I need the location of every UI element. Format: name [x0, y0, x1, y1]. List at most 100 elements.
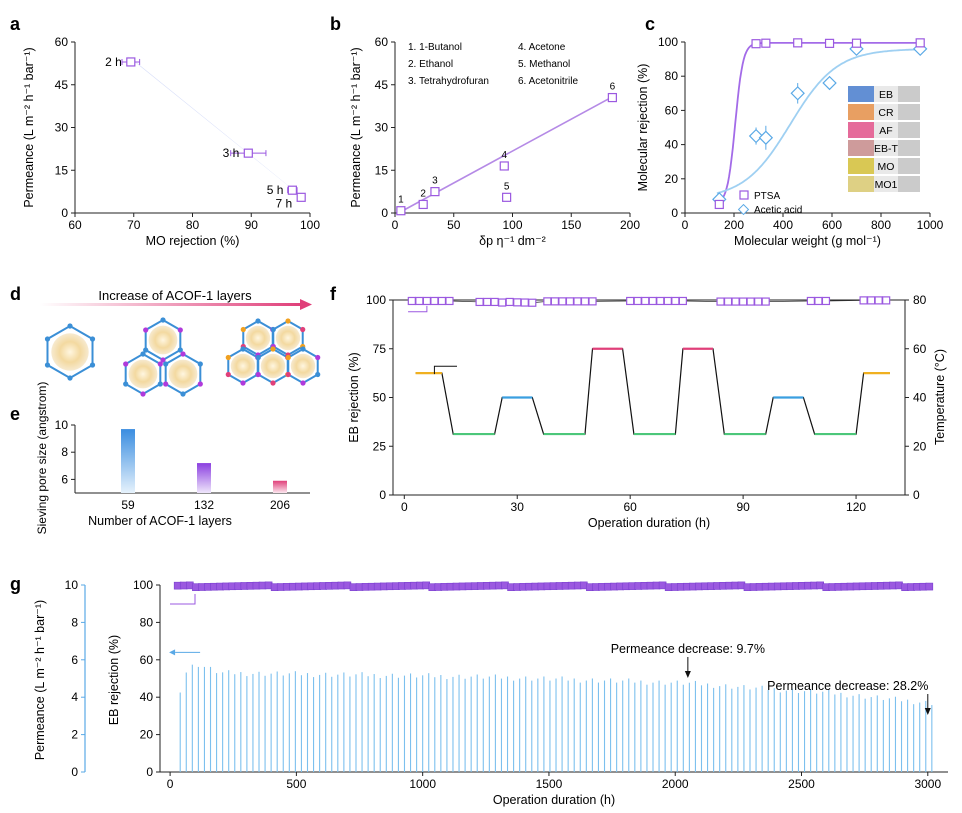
y2-tick-label: 4: [71, 690, 78, 704]
y-tick-label: 80: [140, 615, 154, 629]
node: [67, 323, 73, 329]
node: [160, 357, 166, 363]
node: [285, 354, 291, 361]
annotation-arrowhead: [924, 708, 931, 715]
y-axis-title: Permeance (L m⁻² h⁻¹ bar⁻¹): [22, 47, 36, 207]
point-label: 4: [501, 150, 507, 161]
chart-a: 60 70 80 90 100 0 15 30 45 60 MO rejection (%) Perm…: [22, 35, 320, 248]
y-tick-label: 30: [55, 121, 69, 135]
acetic-acid-curve: [716, 48, 921, 195]
node: [300, 326, 306, 333]
rejection-point: [573, 297, 582, 306]
legend-entry: 3. Tetrahydrofuran: [408, 76, 489, 87]
y-tick-label: 0: [671, 206, 678, 220]
acetic-acid-point: [822, 75, 837, 91]
pore: [168, 359, 198, 389]
x-tick-label: 1500: [536, 777, 563, 791]
ptsa-point: [793, 38, 803, 48]
node: [157, 381, 163, 387]
chart-c: 0 200 400 600 800 1000 0 20 40 60 80 100 Molecular w…: [636, 35, 944, 248]
ptsa-point: [915, 38, 925, 48]
annotation-text: Permeance decrease: 9.7%: [611, 642, 765, 656]
rejection-point: [558, 297, 567, 306]
y-tick-label: 60: [55, 35, 69, 49]
node: [163, 381, 169, 387]
x-tick-label: 500: [286, 777, 306, 791]
rejection-point: [867, 296, 876, 305]
x-tick-label: 80: [186, 218, 200, 232]
y-tick-label: 75: [373, 342, 387, 356]
inset-swatch: [848, 86, 874, 102]
y-tick-label: 15: [375, 163, 389, 177]
y-tick-label: 45: [375, 78, 389, 92]
legend-entry: 2. Ethanol: [408, 59, 453, 70]
inset-permeate-swatch: [898, 176, 920, 192]
right-axis-indicator: [433, 365, 457, 375]
rejection-point: [543, 297, 552, 306]
y2-axis-title: Temperature (°C): [933, 349, 947, 445]
increase-layers-label: Increase of ACOF-1 layers: [98, 288, 252, 303]
x-tick-label: 70: [127, 218, 141, 232]
node: [255, 354, 261, 361]
bar: [273, 480, 287, 493]
panel-d-illustration: Increase of ACOF-1 layers: [40, 288, 321, 397]
x-tick-label: 90: [736, 500, 750, 514]
inset-label: EB-T: [874, 143, 899, 155]
rejection-point: [588, 297, 597, 306]
legend-entry-acetic: Acetic acid: [754, 205, 802, 216]
y-tick-label: 100: [366, 293, 386, 307]
y2-tick-label: 0: [913, 488, 920, 502]
node: [315, 354, 321, 361]
y2-tick-label: 8: [71, 615, 78, 629]
x-tick-label: 2000: [662, 777, 689, 791]
y2-tick-label: 10: [65, 578, 79, 592]
data-point: [296, 192, 306, 202]
y-tick-label: 0: [61, 206, 68, 220]
temperature-profile: [415, 348, 890, 435]
node: [177, 347, 183, 353]
pore: [290, 353, 316, 379]
point-label: 2 h: [105, 55, 122, 69]
increase-arrow-head: [300, 299, 312, 310]
node: [123, 361, 129, 367]
legend-marker-ptsa: [739, 190, 749, 200]
bar: [197, 463, 211, 493]
node: [180, 391, 186, 397]
annotation-arrowhead: [684, 671, 691, 678]
y-axis-title: EB rejection (%): [107, 635, 121, 725]
y-axis-title: Sieving pore size (angstrom): [35, 382, 49, 535]
rejection-point: [437, 296, 447, 306]
rejection-point: [528, 298, 537, 307]
ptsa-point: [824, 38, 835, 48]
point-label: 7 h: [276, 196, 293, 210]
panel-letter-e: e: [10, 404, 20, 424]
inset-permeate-swatch: [898, 158, 920, 174]
rejection-point: [723, 297, 733, 306]
x-tick-label: 3000: [914, 777, 941, 791]
x-tick-label: 1000: [409, 777, 436, 791]
pore: [148, 325, 178, 355]
rejection-point: [633, 296, 642, 306]
x-tick-label: 0: [401, 500, 408, 514]
panel-letter-g: g: [10, 574, 21, 594]
y2-tick-label: 40: [913, 391, 927, 405]
ptsa-point: [751, 39, 761, 49]
rejection-point: [520, 298, 529, 307]
panel-letter-a: a: [10, 14, 21, 34]
y-tick-label: 0: [379, 488, 386, 502]
inset-swatch: [848, 158, 874, 174]
x-axis-title: Operation duration (h): [588, 516, 710, 530]
plot-frame: [392, 299, 906, 496]
node: [240, 380, 246, 386]
rejection-point: [814, 296, 823, 306]
rejection-point: [505, 297, 514, 307]
acetic-acid-point: [790, 86, 805, 101]
x-tick-label: 0: [682, 218, 689, 232]
rejection-point: [874, 296, 883, 305]
x-tick-label: 800: [871, 218, 891, 232]
rejection-point: [483, 297, 492, 307]
node: [143, 327, 149, 333]
x-axis-title: δp η⁻¹ dm⁻²: [479, 234, 546, 248]
rejection-point: [806, 296, 815, 306]
